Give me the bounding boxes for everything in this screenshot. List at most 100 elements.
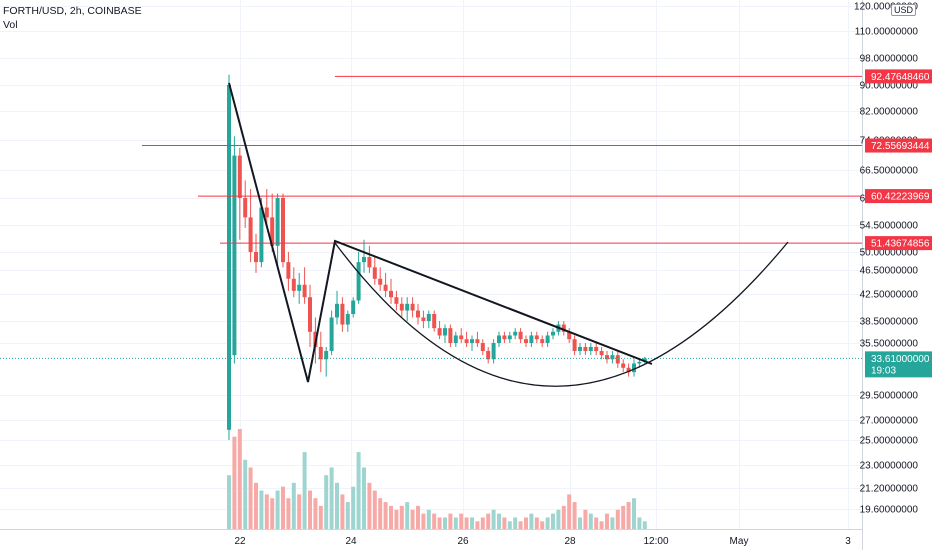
candle-body	[281, 198, 285, 263]
candle-body	[605, 355, 609, 360]
volume-bar	[480, 517, 485, 529]
level-price-tag	[865, 138, 932, 153]
candle-body	[297, 284, 302, 291]
candle-body	[578, 346, 582, 352]
candle-body	[615, 355, 620, 364]
volume-bar	[534, 517, 539, 529]
candle-body	[432, 313, 437, 329]
candle-body	[475, 339, 480, 343]
price-tick-label: 110.00000000	[855, 27, 919, 38]
candle-body	[324, 351, 329, 360]
volume-bar	[626, 502, 631, 529]
volume-bar	[432, 513, 437, 529]
candle-body	[567, 331, 572, 340]
volume-bar	[459, 513, 464, 529]
volume-bar	[232, 436, 237, 529]
candle-body	[594, 346, 599, 352]
candle-body	[561, 324, 566, 332]
volume-bar	[556, 509, 561, 529]
time-tick-label: 3	[845, 536, 851, 547]
candle-body	[416, 310, 420, 318]
volume-bar	[416, 505, 420, 529]
price-tick-label: 25.00000000	[860, 436, 919, 447]
candle-body	[470, 339, 474, 343]
price-tick-label: 90.00000000	[860, 81, 919, 92]
volume-bar	[551, 513, 555, 529]
volume-bar	[313, 498, 318, 529]
candle-body	[362, 257, 366, 263]
volume-bar	[356, 452, 361, 529]
symbol-label: FORTH/USD, 2h, COINBASE	[3, 5, 142, 17]
volume-bar	[410, 509, 415, 529]
candle-body	[540, 339, 545, 343]
level-price-label: 60.42223969	[871, 192, 930, 203]
candle-body	[394, 297, 399, 304]
volume-bar	[394, 509, 399, 529]
volume-bar	[281, 486, 285, 529]
volume-bar	[291, 482, 296, 529]
candle-body	[243, 198, 248, 218]
volume-bar	[583, 509, 588, 529]
volume-bar	[545, 517, 550, 529]
volume-bar	[475, 521, 480, 529]
volume-bar	[367, 482, 372, 529]
candle-body	[524, 339, 528, 343]
volume-bar	[443, 517, 447, 529]
currency-badge[interactable]: USD	[890, 4, 916, 16]
volume-bar	[405, 502, 410, 529]
candle-body	[318, 346, 323, 360]
volume-bar	[491, 509, 496, 529]
volume-bar	[594, 517, 599, 529]
candle-body	[513, 331, 518, 336]
volume-bar	[345, 502, 350, 529]
time-tick-label: 24	[345, 536, 357, 547]
candle-body	[372, 267, 377, 279]
candle-body	[464, 339, 469, 343]
cup-curve	[334, 241, 789, 387]
price-tick-label: 98.00000000	[860, 54, 919, 65]
volume-bar	[524, 517, 528, 529]
volume-bar	[502, 517, 507, 529]
volume-bar	[567, 494, 572, 529]
candle-body	[356, 262, 361, 301]
candle-body	[308, 297, 312, 332]
candle-body	[632, 363, 636, 373]
price-tick-label: 23.00000000	[860, 461, 919, 472]
candle-body	[599, 351, 604, 356]
candle-body	[448, 328, 453, 343]
volume-bar	[497, 513, 501, 529]
volume-bar	[237, 429, 242, 529]
candle-body	[335, 303, 339, 318]
volume-bar	[308, 490, 312, 529]
volume-bar	[605, 513, 609, 529]
volume-bar	[486, 513, 491, 529]
candle-body	[518, 331, 523, 340]
candle-body	[254, 252, 258, 263]
volume-bar	[254, 482, 258, 529]
candle-body	[583, 346, 588, 352]
candle-body	[459, 335, 464, 340]
candle-body	[405, 303, 410, 311]
candle-body	[426, 313, 431, 321]
volume-bar	[329, 467, 334, 529]
volume-bar	[324, 475, 329, 529]
price-tick-label: 46.50000000	[860, 266, 919, 277]
candle-body	[270, 217, 275, 246]
volume-label: Vol	[3, 19, 18, 31]
volume-bar	[362, 467, 366, 529]
level-price-label: 51.43674856	[871, 239, 930, 250]
price-tick-label: 54.50000000	[860, 221, 919, 232]
level-price-tag	[865, 189, 932, 204]
candle-body	[286, 262, 291, 279]
candle-body	[437, 328, 442, 336]
candle-body	[486, 351, 491, 360]
candle-body	[588, 346, 593, 352]
countdown-label: 19:03	[871, 365, 896, 376]
candle-body	[232, 155, 237, 356]
level-price-label: 72.55693444	[871, 141, 930, 152]
candle-body	[626, 367, 631, 373]
volume-bar	[507, 521, 512, 529]
candle-body	[302, 284, 307, 298]
